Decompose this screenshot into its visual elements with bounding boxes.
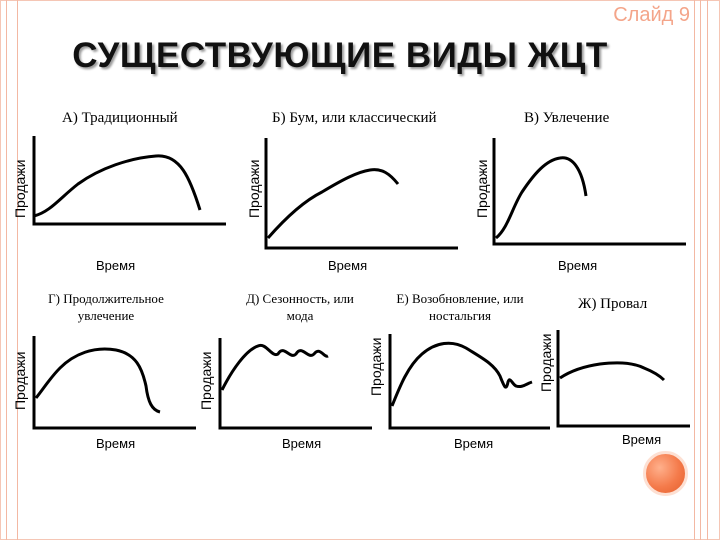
panel-c-xlabel: Время bbox=[558, 258, 598, 273]
panel-g-xlabel: Время bbox=[622, 432, 662, 447]
panel-a-xlabel: Время bbox=[96, 258, 136, 273]
left-decorative-rail bbox=[6, 0, 18, 540]
panel-b-ylabel: Продажи bbox=[246, 159, 262, 218]
panel-f-ylabel: Продажи bbox=[368, 337, 384, 396]
panel-e-xlabel: Время bbox=[282, 436, 322, 451]
panel-c-axes bbox=[492, 138, 686, 246]
panel-b-label: Б) Бум, или классический bbox=[272, 110, 437, 126]
panel-a-plot bbox=[32, 136, 226, 226]
panel-c-label: В) Увлечение bbox=[524, 110, 610, 126]
panel-c-curve bbox=[494, 156, 588, 240]
panel-f-label: Е) Возобновление, или ностальгия bbox=[396, 291, 524, 323]
panel-e-curve bbox=[220, 343, 329, 391]
panel-d-curve bbox=[34, 347, 161, 414]
right-decorative-line bbox=[700, 0, 701, 540]
panel-f-curve bbox=[390, 341, 533, 407]
panel-d-axes bbox=[32, 336, 196, 430]
panel-b-axes bbox=[264, 138, 458, 250]
panel-f-axes bbox=[388, 334, 550, 430]
panel-a-axes bbox=[32, 136, 226, 226]
slide-title: СУЩЕСТВУЮЩИЕ ВИДЫ ЖЦТ bbox=[72, 36, 608, 75]
panel-d-plot bbox=[32, 336, 196, 430]
panel-b-curve bbox=[266, 168, 400, 239]
panel-a-ylabel: Продажи bbox=[12, 159, 28, 218]
panel-g-curve bbox=[559, 361, 666, 382]
panel-g-plot bbox=[556, 330, 690, 428]
panel-e-ylabel: Продажи bbox=[198, 351, 214, 410]
panel-b-xlabel: Время bbox=[328, 258, 368, 273]
panel-e-plot bbox=[218, 338, 372, 430]
panel-e-axes bbox=[218, 338, 372, 430]
panel-g-label: Ж) Провал bbox=[578, 296, 648, 312]
panel-a-curve bbox=[33, 154, 202, 218]
panel-d-xlabel: Время bbox=[96, 436, 136, 451]
panel-f-plot bbox=[388, 334, 550, 430]
panel-d-label: Г) Продолжительное увлечение bbox=[48, 291, 164, 323]
panel-c-plot bbox=[492, 138, 686, 246]
panel-a-label: А) Традиционный bbox=[62, 110, 178, 126]
panel-g-ylabel: Продажи bbox=[538, 333, 554, 392]
panel-c-ylabel: Продажи bbox=[474, 159, 490, 218]
panel-e-label: Д) Сезонность, или мода bbox=[246, 291, 354, 323]
right-decorative-rail bbox=[694, 0, 708, 540]
panel-g-axes bbox=[556, 330, 690, 428]
decorative-orange-orb bbox=[643, 451, 688, 496]
panel-f-xlabel: Время bbox=[454, 436, 494, 451]
panel-d-ylabel: Продажи bbox=[12, 351, 28, 410]
panel-b-plot bbox=[264, 138, 458, 250]
slide-number: Слайд 9 bbox=[613, 4, 690, 26]
